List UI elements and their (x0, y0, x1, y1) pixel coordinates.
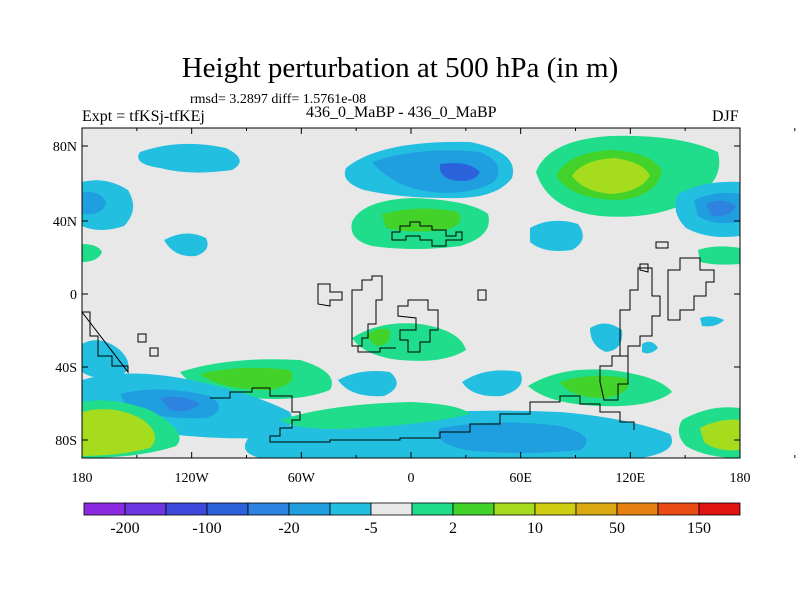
colorbar-swatch (83, 502, 126, 516)
contour-blob (382, 208, 461, 232)
contour-blob (366, 328, 391, 346)
contour-blob (82, 191, 106, 215)
coastline-island (149, 347, 159, 357)
longitude-axis: 180 120W 60W 0 60E 120E 180 (72, 128, 796, 486)
coastline-antarctica (210, 387, 635, 443)
lat-label: 0 (70, 288, 77, 303)
coastline-india (619, 267, 661, 357)
colorbar-swatch (575, 502, 618, 516)
coastline-australia (599, 355, 629, 401)
lon-label: 0 (408, 471, 415, 486)
coastline-asia (667, 257, 715, 321)
colorbar-swatch (370, 502, 413, 516)
coastline-north (391, 221, 463, 247)
colorbar-label: 2 (449, 520, 457, 537)
colorbar-swatch (534, 502, 577, 516)
colorbar-labels: -200 -100 -20 -5 2 10 50 150 (110, 520, 711, 537)
colorbar-swatch (698, 502, 741, 516)
contour-blob (372, 150, 499, 193)
coastline-west (82, 311, 129, 374)
contour-blob (572, 158, 650, 194)
lon-label: 180 (730, 471, 751, 486)
colorbar-swatch (657, 502, 700, 516)
contour-blob (462, 370, 522, 397)
contour-blob (439, 163, 480, 181)
colorbar-label: 150 (687, 520, 711, 537)
lon-label: 60E (509, 471, 532, 486)
lon-label: 60W (288, 471, 316, 486)
coastline-south-america (351, 275, 383, 347)
colorbar (83, 502, 741, 516)
colorbar-swatch (329, 502, 372, 516)
colorbar-swatch (493, 502, 536, 516)
stats-label: rmsd= 3.2897 diff= 1.5761e-08 (190, 92, 367, 107)
contour-blob (530, 220, 583, 251)
colorbar-swatch (411, 502, 454, 516)
coastlines (82, 221, 715, 443)
contour-blob (698, 246, 740, 265)
contour-blob (138, 143, 240, 173)
colorbar-label: -5 (364, 520, 377, 537)
lon-label: 120E (616, 471, 646, 486)
contour-blob (160, 396, 200, 412)
colorbar-swatch (206, 502, 249, 516)
contour-blob (82, 340, 129, 380)
colorbar-swatch (452, 502, 495, 516)
colorbar-label: -100 (192, 520, 221, 537)
map-plot-area (82, 128, 740, 458)
colorbar-swatch (288, 502, 331, 516)
contour-blob (82, 409, 156, 456)
coastline-south-atlantic (357, 346, 396, 353)
contour-blob (82, 244, 102, 262)
colorbar-swatch (165, 502, 208, 516)
latitude-axis: 80N 40N 0 40S 80S (53, 140, 740, 449)
coastline-island (655, 241, 669, 249)
lon-label: 180 (72, 471, 93, 486)
colorbar-swatch (247, 502, 290, 516)
contour-blob (437, 422, 587, 453)
lon-label: 120W (175, 471, 210, 486)
contour-blob (642, 341, 658, 354)
experiment-label: Expt = tfKSj-tfKEj (82, 108, 205, 125)
contour-blob (590, 323, 623, 352)
plot-title: Height perturbation at 500 hPa (in m) (181, 52, 619, 84)
lat-label: 40S (55, 361, 77, 376)
colorbar-swatch (616, 502, 659, 516)
colorbar-label: -20 (278, 520, 299, 537)
lat-label: 80S (55, 434, 77, 449)
contour-blob (700, 316, 724, 327)
contour-blob (338, 371, 397, 397)
contour-blob (82, 180, 134, 230)
coastline-island (477, 289, 487, 301)
contour-blob (200, 367, 293, 390)
cases-label: 436_0_MaBP - 436_0_MaBP (306, 104, 497, 121)
contour-blob (164, 233, 208, 257)
colorbar-label: -200 (110, 520, 139, 537)
lat-label: 80N (53, 140, 77, 155)
contour-blob (560, 375, 629, 398)
coastline-africa-north (317, 283, 343, 307)
coastline-island (639, 263, 649, 273)
contour-blob (700, 419, 740, 451)
contour-blob (706, 200, 736, 217)
colorbar-label: 10 (527, 520, 543, 537)
coastline-africa (397, 299, 439, 353)
season-label: DJF (712, 108, 739, 125)
contour-blob (280, 402, 470, 429)
lat-label: 40N (53, 215, 77, 230)
colorbar-swatch (124, 502, 167, 516)
colorbar-label: 50 (609, 520, 625, 537)
coastline-island (137, 333, 147, 343)
